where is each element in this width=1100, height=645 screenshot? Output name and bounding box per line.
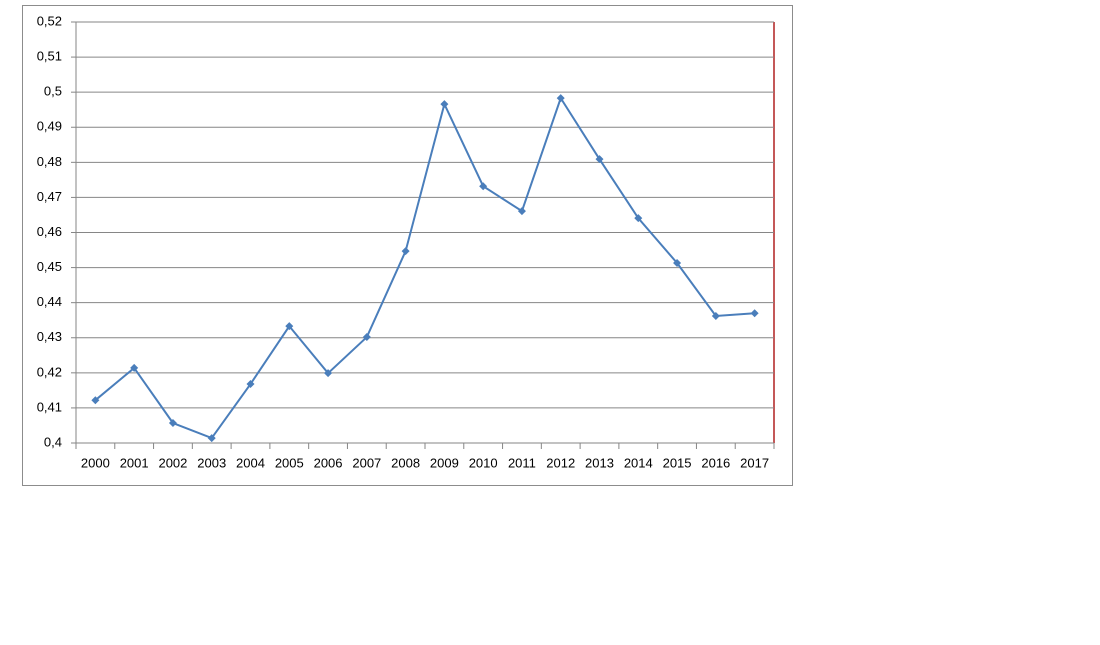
x-tick-label: 2000 <box>81 455 110 470</box>
y-tick-label: 0,52 <box>37 13 62 28</box>
marker <box>285 322 294 331</box>
y-tick-label: 0,48 <box>37 154 62 169</box>
marker <box>207 434 216 443</box>
marker <box>634 214 643 223</box>
y-tick-label: 0,42 <box>37 364 62 379</box>
marker <box>324 369 333 378</box>
x-tick-label: 2016 <box>701 455 730 470</box>
marker <box>440 100 449 109</box>
y-tick-label: 0,46 <box>37 224 62 239</box>
x-tick-label: 2006 <box>314 455 343 470</box>
y-tick-label: 0,41 <box>37 399 62 414</box>
x-tick-label: 2005 <box>275 455 304 470</box>
x-tick-label: 2004 <box>236 455 265 470</box>
y-tick-label: 0,44 <box>37 294 62 309</box>
x-tick-label: 2010 <box>469 455 498 470</box>
marker <box>91 396 100 405</box>
x-tick-label: 2003 <box>197 455 226 470</box>
marker <box>556 94 565 103</box>
y-tick-label: 0,43 <box>37 329 62 344</box>
x-tick-label: 2011 <box>508 455 536 470</box>
marker <box>362 333 371 342</box>
y-tick-label: 0,49 <box>37 119 62 134</box>
series-line <box>94 95 755 440</box>
x-tick-label: 2014 <box>624 455 653 470</box>
y-tick-label: 0,47 <box>37 189 62 204</box>
y-tick-label: 0,4 <box>44 434 62 449</box>
y-tick-label: 0,45 <box>37 259 62 274</box>
x-tick-label: 2013 <box>585 455 614 470</box>
x-tick-label: 2012 <box>546 455 575 470</box>
x-tick-label: 2002 <box>158 455 187 470</box>
x-tick-label: 2008 <box>391 455 420 470</box>
x-tick-label: 2015 <box>663 455 692 470</box>
marker <box>168 419 177 428</box>
marker <box>673 259 682 268</box>
y-tick-label: 0,51 <box>37 49 62 64</box>
marker <box>246 380 255 389</box>
marker <box>479 182 488 191</box>
marker <box>750 309 759 318</box>
x-tick-label: 2009 <box>430 455 459 470</box>
marker <box>401 247 410 256</box>
marker <box>130 363 139 372</box>
x-tick-label: 2001 <box>120 455 149 470</box>
y-tick-label: 0,5 <box>44 84 62 99</box>
marker <box>711 311 720 320</box>
x-tick-label: 2007 <box>352 455 381 470</box>
x-tick-label: 2017 <box>740 455 769 470</box>
marker <box>595 155 604 164</box>
marker <box>517 207 526 216</box>
